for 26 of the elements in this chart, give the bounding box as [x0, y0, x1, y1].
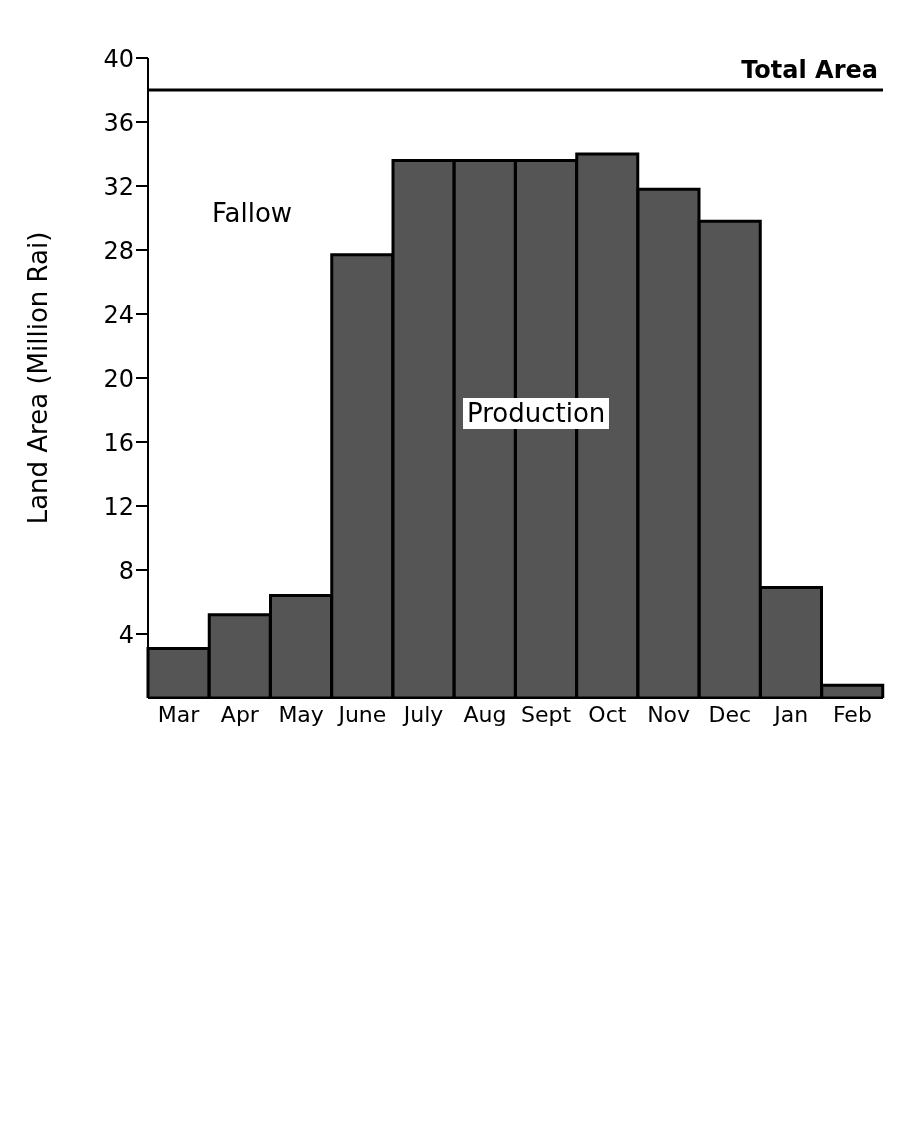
y-tick-label: 28 — [103, 236, 134, 265]
ref-line-label: Total Area — [741, 56, 878, 85]
annotation: Production — [463, 398, 610, 430]
y-axis-title: Land Area (Million Rai) — [23, 231, 54, 525]
y-tick-label: 20 — [103, 364, 134, 393]
x-tick-label: June — [336, 701, 387, 727]
y-tick-label: 24 — [103, 300, 134, 329]
y-tick-label: 4 — [118, 620, 134, 649]
y-tick-label: 16 — [103, 428, 134, 457]
y-tick-label: 40 — [103, 44, 134, 73]
x-tick-label: Nov — [647, 701, 691, 727]
x-tick-label: Oct — [588, 701, 627, 727]
y-tick-label: 32 — [103, 172, 134, 201]
x-tick-label: Sept — [521, 701, 572, 727]
x-tick-label: May — [278, 701, 324, 727]
x-tick-label: Mar — [157, 701, 201, 727]
x-tick-label: Aug — [463, 701, 507, 727]
y-tick-label: 36 — [103, 108, 134, 137]
annotation: Fallow — [211, 198, 294, 230]
x-tick-label: Apr — [220, 701, 260, 727]
x-tick-label: Feb — [832, 701, 872, 727]
x-tick-label: July — [401, 701, 444, 727]
x-tick-label: Dec — [708, 701, 752, 727]
x-tick-label: Jan — [772, 701, 809, 727]
y-tick-label: 12 — [103, 492, 134, 521]
y-tick-label: 8 — [118, 556, 134, 585]
